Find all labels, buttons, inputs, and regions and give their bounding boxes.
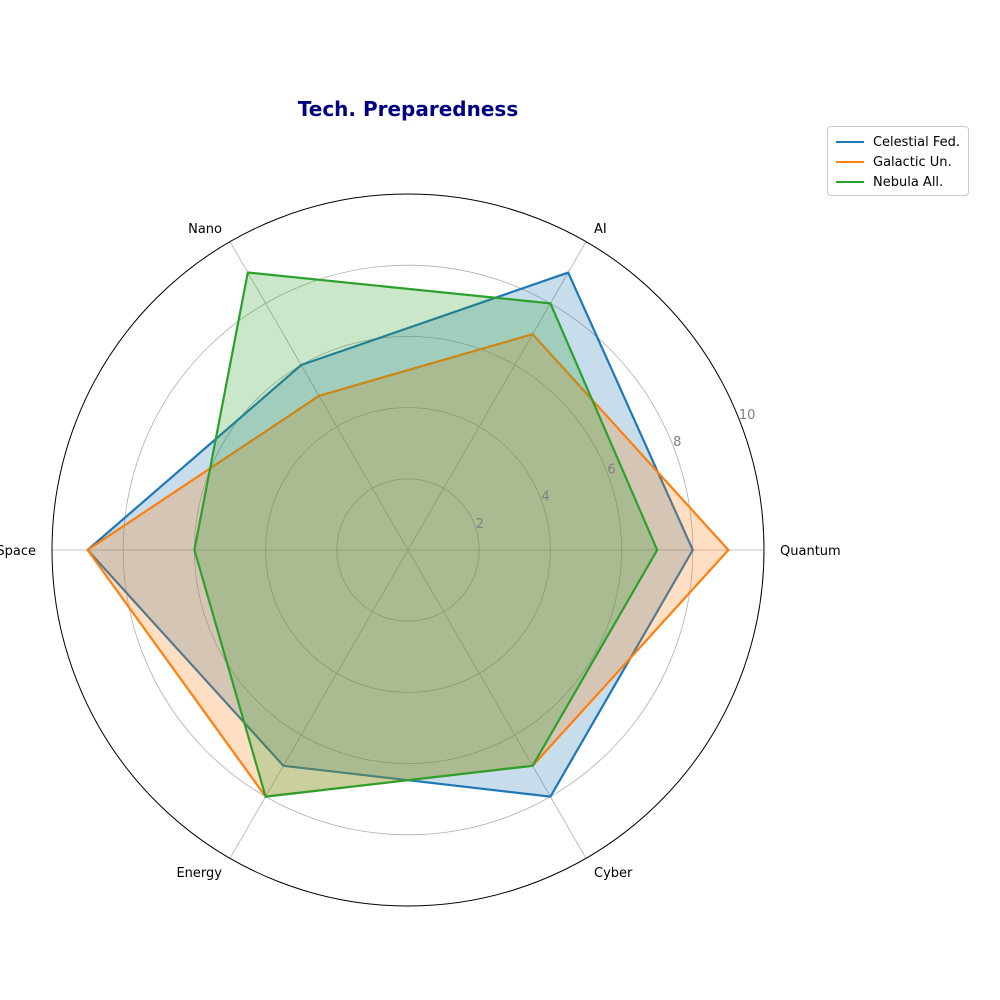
series-line-2 [193, 271, 659, 798]
radial-tick-label: 4 [542, 490, 550, 505]
legend-label-nebula: Nebula All. [873, 174, 944, 190]
radial-tick-label: 8 [673, 435, 681, 450]
angular-gridline [407, 241, 587, 551]
series-layer [86, 271, 730, 798]
grid [51, 193, 765, 907]
category-label: Space [0, 544, 36, 559]
legend-swatch-galactic [836, 161, 864, 163]
category-label: Cyber [594, 866, 633, 881]
legend: Celestial Fed. Galactic Un. Nebula All. [827, 126, 969, 196]
series-fill-1 [87, 334, 729, 797]
series-fill-2 [194, 272, 658, 797]
legend-item: Nebula All. [836, 172, 960, 192]
category-label: AI [594, 222, 607, 237]
legend-item: Galactic Un. [836, 152, 960, 172]
category-label: Nano [188, 222, 222, 237]
polar-frame [51, 193, 765, 907]
legend-label-celestial: Celestial Fed. [872, 134, 960, 150]
radial-tick-label: 2 [476, 517, 484, 532]
labels: Quantum AI Nano Space Energy Cyber 2 4 6 8 10 [0, 222, 841, 881]
series-fill-0 [87, 272, 693, 797]
legend-swatch-celestial [836, 141, 864, 143]
angular-gridline [407, 549, 587, 859]
legend-item: Celestial Fed. [836, 132, 960, 152]
category-label: Energy [176, 866, 222, 881]
radial-tick-label: 6 [607, 462, 615, 477]
legend-label-galactic: Galactic Un. [873, 154, 952, 170]
category-label: Quantum [780, 544, 841, 559]
legend-swatch-nebula [836, 181, 864, 183]
radial-tick-label: 10 [739, 408, 756, 423]
chart-title: Tech. Preparedness [298, 97, 518, 121]
angular-gridline [229, 549, 409, 859]
